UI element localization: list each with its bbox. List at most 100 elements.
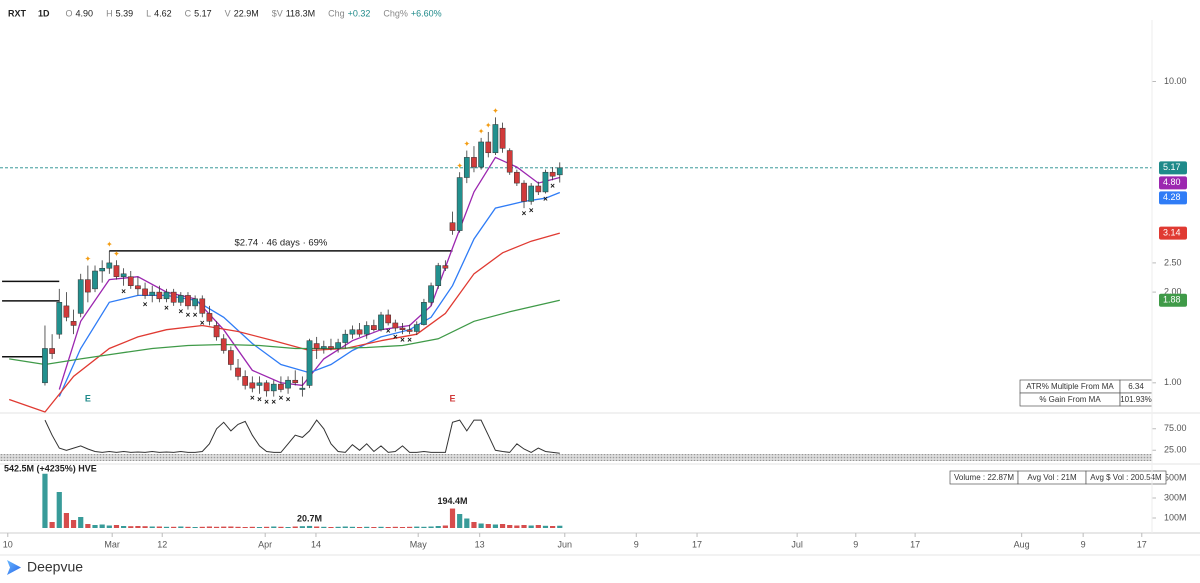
volume-bar xyxy=(285,527,291,528)
volume-bar xyxy=(199,526,205,528)
candle-body xyxy=(263,382,270,392)
candle-body xyxy=(349,329,356,335)
candle-body xyxy=(299,387,306,390)
volume-bar xyxy=(399,527,406,528)
y-tick-label: 25.00 xyxy=(1164,445,1187,455)
volume-bar xyxy=(113,525,120,528)
volume-bar xyxy=(206,526,213,528)
volume-bar xyxy=(471,522,477,528)
volume-bar xyxy=(449,508,456,528)
volume-bar xyxy=(464,518,470,528)
candle-body xyxy=(56,302,63,335)
y-tick-label: 300M xyxy=(1164,492,1187,502)
oscillator-panel: 75.00 25.00 xyxy=(44,419,1187,455)
oscillator-line xyxy=(44,419,560,454)
candle-body xyxy=(120,273,127,277)
volume-bar xyxy=(435,526,441,528)
volume-bar xyxy=(49,522,55,528)
candle-body xyxy=(313,343,320,349)
x-tick-label: Jun xyxy=(558,539,573,549)
volume-annotation: 194.4M xyxy=(438,496,468,506)
volume-bar xyxy=(328,527,334,528)
y-tick-label: 10.00 xyxy=(1164,76,1187,86)
x-tick-label: 9 xyxy=(853,539,858,549)
candle-body xyxy=(521,182,527,202)
down-marker: × xyxy=(529,206,534,215)
x-tick-label: 9 xyxy=(1081,539,1086,549)
candle-body xyxy=(242,376,249,386)
down-marker: × xyxy=(271,398,276,407)
stats-label: % Gain From MA xyxy=(1039,395,1101,404)
x-tick-label: 9 xyxy=(634,539,639,549)
candle-body xyxy=(442,265,449,269)
candle-body xyxy=(435,265,442,286)
candle-body xyxy=(456,177,463,231)
candle-body xyxy=(320,346,327,349)
volume-stat: Volume : 22.87M xyxy=(954,473,1014,482)
stats-value: 6.34 xyxy=(1128,382,1144,391)
header-field-value: 4.62 xyxy=(154,8,172,18)
volume-bar xyxy=(149,526,155,528)
header-field-label: Chg% xyxy=(383,8,408,18)
volume-bar xyxy=(278,526,284,528)
candle-body xyxy=(335,342,341,349)
volume-bar xyxy=(192,527,198,528)
volume-bar xyxy=(499,524,506,528)
candle-body xyxy=(306,340,313,386)
volume-bar xyxy=(256,527,263,528)
volume-bar xyxy=(213,526,220,528)
up-marker: ✦ xyxy=(463,140,470,149)
candle-body xyxy=(177,295,184,303)
volume-bar xyxy=(92,525,98,528)
candle-body xyxy=(478,141,484,168)
header-field-value: 5.39 xyxy=(116,8,134,18)
candle-body xyxy=(106,262,113,269)
up-marker: ✦ xyxy=(113,249,120,258)
volume-bar xyxy=(314,526,320,528)
volume-bar xyxy=(178,526,184,528)
down-marker: × xyxy=(143,300,148,309)
candle-body xyxy=(270,383,277,392)
volume-bar xyxy=(249,526,255,528)
volume-bar xyxy=(99,524,105,528)
header-field-label: L xyxy=(146,8,151,18)
candle-body xyxy=(77,279,84,314)
x-tick-label: 17 xyxy=(692,539,702,549)
candle-body xyxy=(85,279,91,293)
volume-annotation: 20.7M xyxy=(297,513,322,523)
header-field-value: 118.3M xyxy=(286,8,315,18)
earnings-marker: E xyxy=(450,393,456,403)
down-marker: × xyxy=(264,398,269,407)
candle-body xyxy=(249,382,256,389)
header-field-label: O xyxy=(66,8,73,18)
candle-body xyxy=(285,379,291,389)
candle-body xyxy=(378,314,384,330)
x-tick-label: Jul xyxy=(791,539,803,549)
header-field-value: +0.32 xyxy=(348,8,371,18)
moving-average-line xyxy=(9,299,560,366)
candle-body xyxy=(206,313,213,322)
candle-body xyxy=(392,322,399,329)
header-symbol: RXT xyxy=(8,8,27,18)
candle-body xyxy=(113,265,120,277)
header-field-value: 22.9M xyxy=(234,8,259,18)
volume-bar xyxy=(442,525,448,528)
volume-bar xyxy=(356,527,363,528)
volume-bar xyxy=(63,513,70,528)
down-marker: × xyxy=(178,307,183,316)
y-tick-label: 75.00 xyxy=(1164,423,1187,433)
stats-table: ATR% Multiple From MA 6.34 % Gain From MA 1… xyxy=(1019,379,1153,407)
volume-bar xyxy=(421,526,427,528)
candle-body xyxy=(542,171,549,193)
candle-body xyxy=(421,302,427,325)
x-tick-label: 17 xyxy=(910,539,920,549)
x-tick-label: Aug xyxy=(1014,539,1030,549)
volume-bar xyxy=(299,526,305,528)
candle-body xyxy=(49,348,55,354)
up-marker: ✦ xyxy=(85,255,92,264)
candle-body xyxy=(42,348,48,384)
candle-body xyxy=(220,338,227,351)
y-tick-label: 500M xyxy=(1164,472,1187,482)
volume-bar xyxy=(221,526,227,528)
